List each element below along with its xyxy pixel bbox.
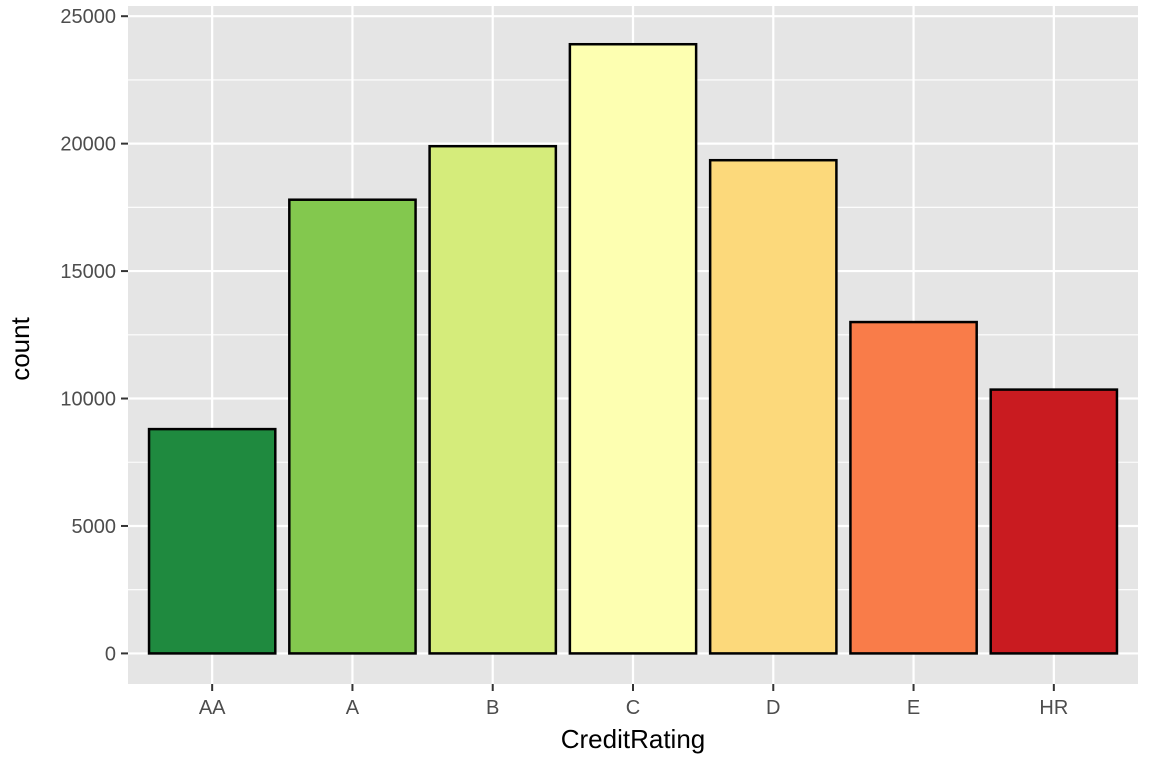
bar-c	[568, 42, 698, 655]
x-tick-label: C	[626, 697, 640, 719]
bar-d	[708, 158, 838, 655]
bars-group	[147, 42, 1119, 655]
y-tick-label: 10000	[60, 389, 116, 411]
y-axis-title: count	[5, 316, 35, 380]
x-tick-label: A	[346, 697, 360, 719]
bar-aa	[147, 427, 277, 655]
y-axis: 0 5000 10000 15000 20000 25000	[60, 6, 128, 665]
y-tick-label: 5000	[72, 516, 117, 538]
x-tick-label: AA	[199, 697, 226, 719]
y-tick-label: 15000	[60, 261, 116, 283]
x-tick-label: B	[486, 697, 499, 719]
x-axis: AA A B C D E HR	[199, 684, 1068, 719]
x-tick-label: E	[907, 697, 920, 719]
y-tick-label: 20000	[60, 134, 116, 156]
y-tick-label: 0	[105, 643, 116, 665]
x-tick-label: D	[766, 697, 780, 719]
bar-hr	[989, 388, 1119, 655]
y-tick-label: 25000	[60, 6, 116, 28]
bar-e	[849, 320, 978, 655]
bar-b	[428, 144, 558, 655]
bar-a	[288, 198, 417, 655]
x-tick-label: HR	[1039, 697, 1068, 719]
x-axis-title: CreditRating	[561, 724, 706, 754]
